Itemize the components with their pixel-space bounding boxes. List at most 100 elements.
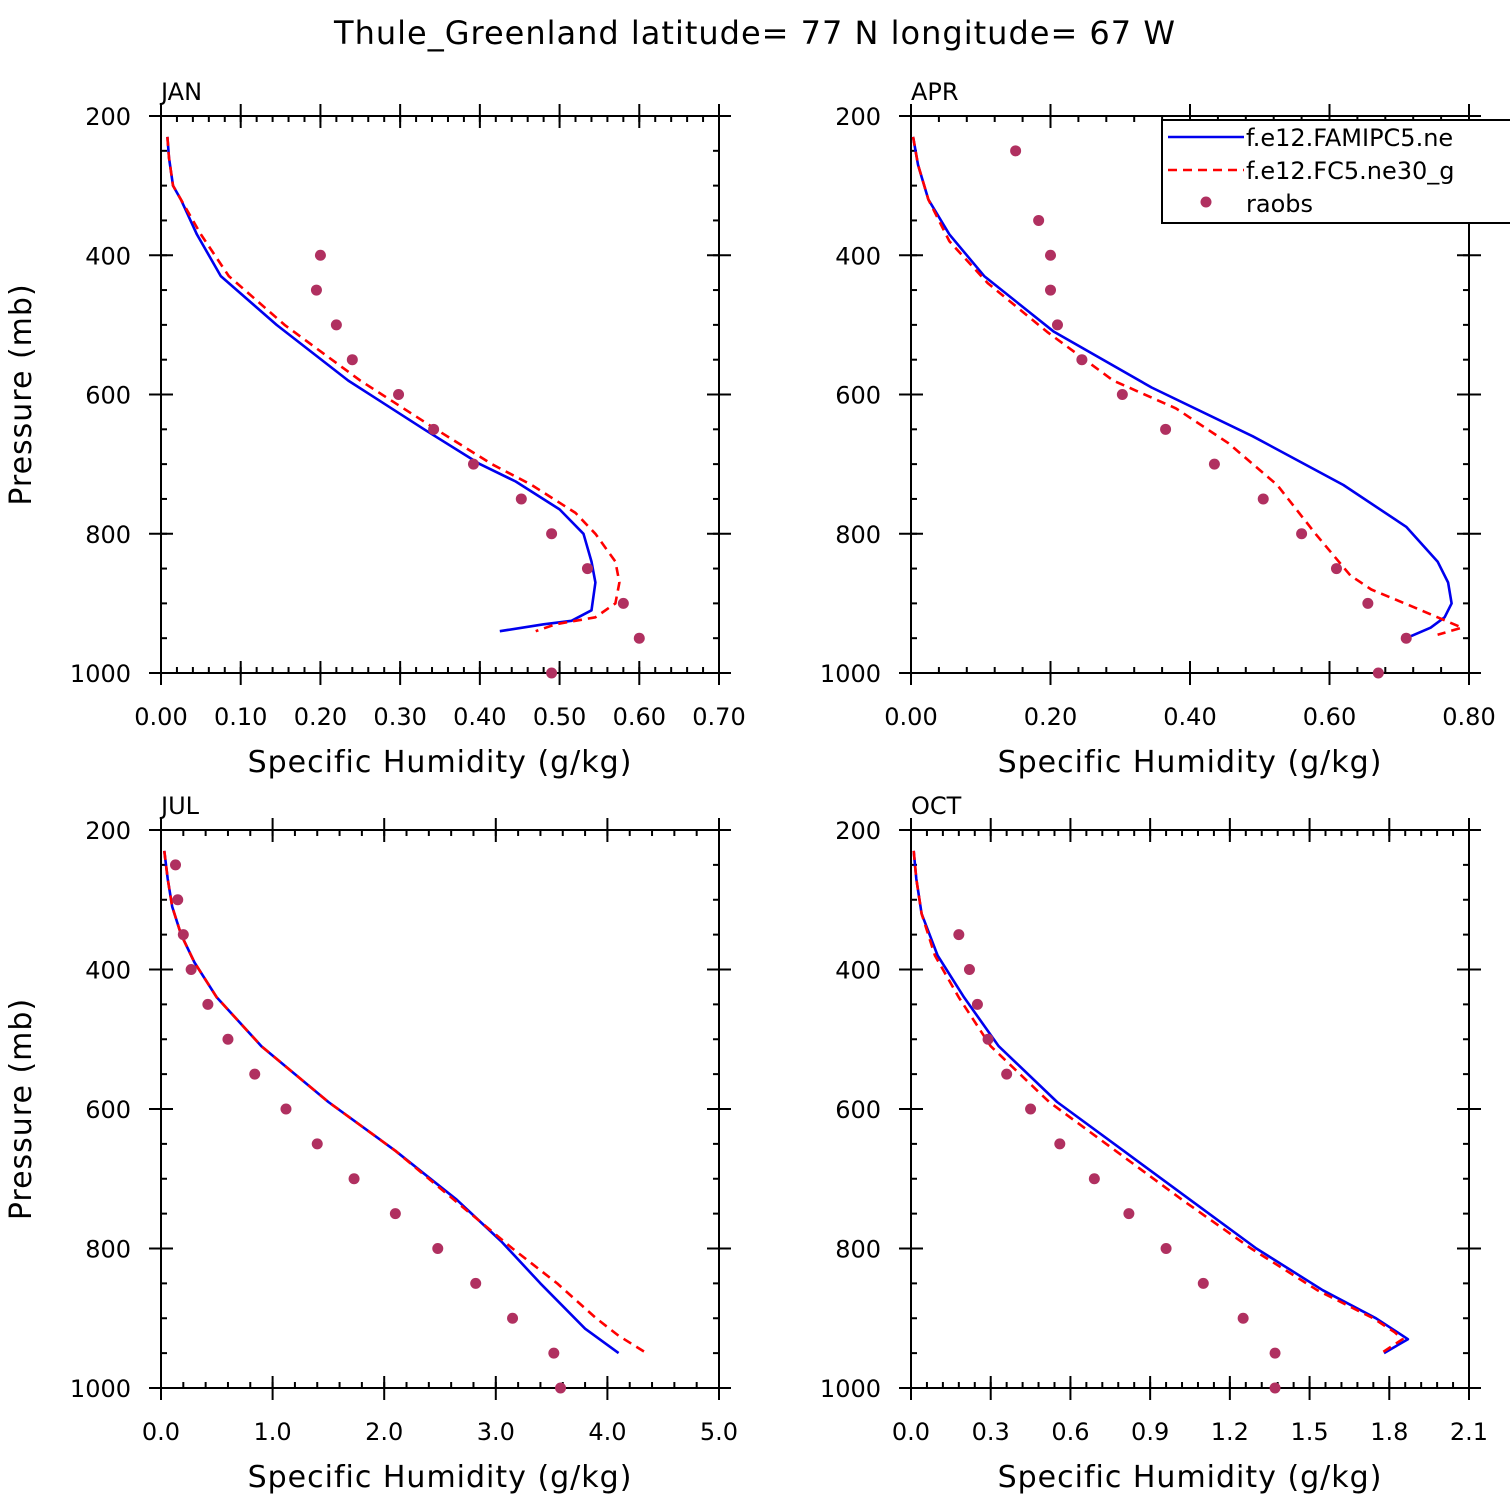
y-tick-label: 600 — [85, 382, 131, 410]
raobs-point — [177, 929, 189, 941]
raobs-point — [546, 667, 558, 679]
raobs-point — [1045, 249, 1056, 261]
raobs-point — [249, 1068, 261, 1080]
x-tick-label: 2.0 — [365, 1418, 403, 1446]
x-tick-label: 5.0 — [700, 1418, 738, 1446]
raobs-point — [170, 859, 182, 871]
series-line-fc5 — [166, 136, 621, 633]
y-tick-label: 400 — [85, 957, 131, 985]
raobs-point — [953, 929, 965, 941]
raobs-point — [581, 563, 593, 575]
x-axis-title: Specific Humidity (g/kg) — [998, 1460, 1383, 1495]
y-tick-label: 600 — [835, 382, 881, 410]
raobs-point — [348, 1173, 360, 1185]
series-line-fc5 — [912, 850, 1404, 1355]
x-tick-label: 0.30 — [373, 703, 426, 731]
raobs-point — [963, 964, 975, 975]
plot-frame — [160, 115, 720, 674]
x-tick-label: 0.60 — [613, 703, 666, 731]
legend-label-obs: raobs — [1246, 190, 1313, 218]
raobs-point — [1045, 284, 1056, 296]
y-tick-label: 400 — [85, 242, 131, 270]
raobs-point — [1269, 1382, 1281, 1394]
raobs-point — [310, 284, 322, 296]
x-tick-label: 4.0 — [588, 1418, 626, 1446]
x-axis-title: Specific Humidity (g/kg) — [998, 745, 1383, 780]
raobs-point — [393, 389, 405, 400]
series-line-fc5 — [911, 136, 1464, 636]
y-tick-label: 1000 — [70, 1375, 131, 1403]
x-tick-label: 1.2 — [1211, 1418, 1249, 1446]
raobs-point — [1330, 563, 1342, 575]
y-tick-label: 200 — [835, 103, 881, 131]
raobs-point — [1076, 354, 1088, 366]
plot-frame — [910, 115, 1470, 674]
raobs-point — [1400, 632, 1412, 644]
x-tick-label: 0.50 — [533, 703, 586, 731]
panel-apr: APR 0.00 0.20 0.40 0.60 0.80 200 400 600 800 1000 S… — [820, 78, 1496, 780]
raobs-point — [428, 423, 440, 435]
figure-title: Thule_Greenland latitude= 77 N longitude… — [333, 14, 1176, 52]
x-tick-label: 0.10 — [214, 703, 267, 731]
raobs-point — [1116, 389, 1128, 400]
raobs-point — [346, 354, 358, 366]
plot-frame — [160, 829, 720, 1389]
y-tick-label: 800 — [85, 521, 131, 549]
series-line-famipc5 — [911, 136, 1453, 640]
x-tick-label: 0.20 — [294, 703, 347, 731]
panel-label: APR — [911, 78, 959, 106]
x-tick-label: 0.6 — [1051, 1418, 1089, 1446]
x-tick-label: 1.5 — [1290, 1418, 1328, 1446]
y-tick-label: 800 — [835, 1236, 881, 1264]
y-tick-label: 400 — [835, 242, 881, 270]
panel-label: JAN — [159, 78, 202, 106]
x-tick-label: 1.8 — [1370, 1418, 1408, 1446]
raobs-point — [1296, 528, 1308, 540]
x-axis-title: Specific Humidity (g/kg) — [248, 745, 633, 780]
raobs-point — [617, 597, 629, 609]
x-tick-label: 1.0 — [254, 1418, 292, 1446]
y-tick-label: 200 — [85, 103, 131, 131]
raobs-point — [172, 894, 184, 906]
raobs-point — [467, 458, 479, 470]
raobs-point — [555, 1382, 567, 1394]
y-tick-label: 1000 — [70, 660, 131, 688]
raobs-point — [1362, 597, 1374, 609]
panel-label: JUL — [159, 792, 200, 820]
x-tick-label: 0.40 — [1163, 703, 1216, 731]
x-tick-label: 0.9 — [1131, 1418, 1169, 1446]
raobs-point — [1269, 1347, 1281, 1359]
y-axis-title: Pressure (mb) — [4, 283, 39, 505]
x-tick-label: 0.0 — [892, 1418, 930, 1446]
raobs-point — [982, 1033, 994, 1045]
y-tick-label: 800 — [85, 1236, 131, 1264]
x-tick-label: 0.20 — [1024, 703, 1077, 731]
raobs-point — [971, 998, 983, 1010]
legend: f.e12.FAMIPC5.ne f.e12.FC5.ne30_g raobs — [1161, 119, 1510, 224]
plot-frame — [910, 829, 1470, 1389]
raobs-point — [507, 1312, 519, 1324]
y-tick-label: 600 — [835, 1096, 881, 1124]
panel-jul: JUL 0.0 1.0 2.0 3.0 4.0 5.0 200 400 600 800 1000 Spe… — [4, 792, 738, 1495]
raobs-point — [470, 1277, 482, 1289]
y-axis-title: Pressure (mb) — [4, 998, 39, 1220]
raobs-point — [546, 528, 558, 540]
x-tick-label: 0.0 — [142, 1418, 180, 1446]
y-tick-label: 1000 — [820, 1375, 881, 1403]
raobs-point — [633, 632, 645, 644]
raobs-point — [1160, 1243, 1172, 1254]
raobs-point — [1051, 319, 1063, 331]
raobs-point — [432, 1243, 444, 1254]
raobs-point — [202, 998, 214, 1010]
panel-jan: JAN 0.00 0.10 0.20 0.30 0.40 0.50 0.60 0.70 200 40… — [4, 78, 746, 780]
raobs-point — [1001, 1068, 1013, 1080]
panel-oct: OCT 0.0 0.3 0.6 0.9 1.2 1.5 1.8 2.1 200 400 600 800 1… — [820, 792, 1488, 1495]
raobs-point — [515, 493, 527, 505]
raobs-point — [1257, 493, 1269, 505]
raobs-point — [1160, 423, 1172, 435]
raobs-point — [1033, 214, 1045, 226]
x-tick-label: 0.80 — [1442, 703, 1495, 731]
raobs-point — [1025, 1103, 1037, 1115]
y-tick-label: 800 — [835, 521, 881, 549]
